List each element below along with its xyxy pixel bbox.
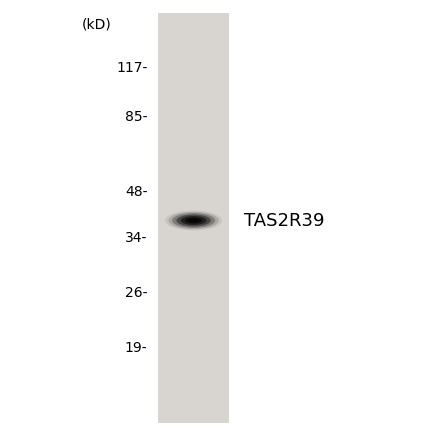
Text: (kD): (kD)	[82, 17, 112, 31]
Text: 34-: 34-	[125, 231, 147, 245]
Bar	[158, 13, 229, 423]
Text: 19-: 19-	[125, 341, 147, 355]
Text: 117-: 117-	[116, 61, 147, 75]
Ellipse shape	[188, 219, 199, 222]
Text: TAS2R39: TAS2R39	[244, 212, 325, 229]
Ellipse shape	[185, 217, 202, 224]
Ellipse shape	[169, 212, 219, 229]
Text: 26-: 26-	[125, 286, 147, 300]
Ellipse shape	[181, 216, 206, 225]
Text: 85-: 85-	[125, 110, 147, 124]
Ellipse shape	[165, 210, 222, 230]
Text: 48-: 48-	[125, 185, 147, 199]
Ellipse shape	[172, 213, 215, 228]
Ellipse shape	[176, 215, 211, 227]
